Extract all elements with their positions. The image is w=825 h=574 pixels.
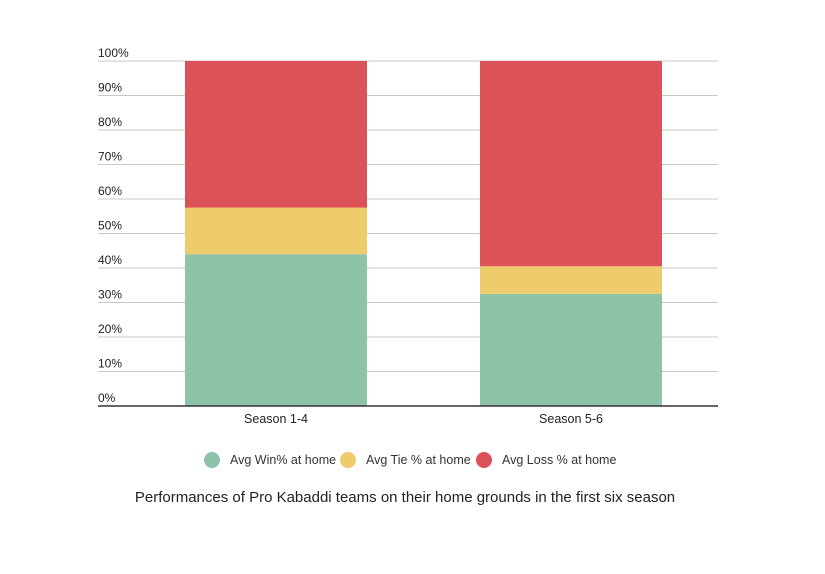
chart-caption: Performances of Pro Kabaddi teams on the… [135,489,675,506]
legend-swatch [340,452,356,468]
legend: Avg Win% at home Avg Tie % at home Avg Los… [204,452,616,468]
bar-segment-1-2 [480,61,662,267]
y-tick-label: 60% [98,184,122,198]
y-tick-label: 100% [98,46,129,60]
y-tick-label: 90% [98,81,122,95]
bar-segment-1-0 [480,293,662,406]
y-tick-label: 10% [98,357,122,371]
x-axis-categories: Season 1-4 Season 5-6 [244,412,603,426]
bar-segment-0-1 [185,207,367,255]
bar-segment-0-2 [185,61,367,208]
y-tick-label: 20% [98,322,122,336]
y-tick-label: 50% [98,219,122,233]
y-tick-label: 40% [98,253,122,267]
bar-segment-0-0 [185,254,367,406]
y-tick-label: 70% [98,150,122,164]
y-tick-label: 0% [98,391,116,405]
y-axis-ticks: 0% 10% 20% 30% 40% 50% 60% 70% 80% 90% 100% [98,46,129,405]
bars [185,61,662,406]
legend-label: Avg Loss % at home [502,453,616,467]
legend-label: Avg Win% at home [230,453,336,467]
legend-swatch [204,452,220,468]
y-tick-label: 30% [98,288,122,302]
x-category-label: Season 1-4 [244,412,308,426]
bar-segment-1-1 [480,266,662,294]
y-tick-label: 80% [98,115,122,129]
x-category-label: Season 5-6 [539,412,603,426]
legend-swatch [476,452,492,468]
legend-label: Avg Tie % at home [366,453,471,467]
